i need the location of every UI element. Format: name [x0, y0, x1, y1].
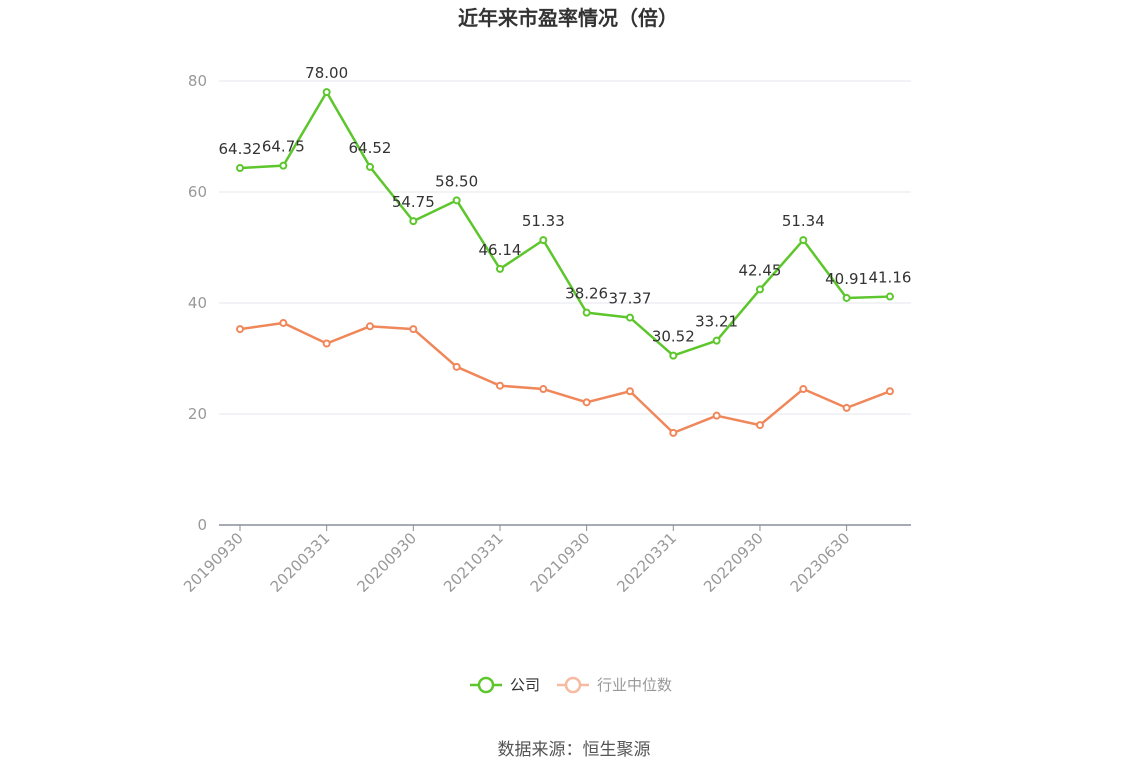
data-label: 42.45	[738, 261, 781, 279]
data-point-0[interactable]	[669, 351, 678, 360]
data-label: 64.52	[349, 139, 392, 157]
data-label: 51.33	[522, 212, 565, 230]
series-line-0	[239, 90, 890, 357]
data-label: 51.34	[782, 212, 825, 230]
data-point-0[interactable]	[365, 162, 374, 171]
x-tick-label: 20200331	[267, 529, 334, 596]
y-tick-label: 20	[188, 405, 207, 423]
x-tick-label: 20220331	[613, 529, 680, 596]
data-label: 41.16	[868, 269, 911, 287]
data-point-1[interactable]	[755, 421, 764, 430]
data-point-1[interactable]	[625, 387, 634, 396]
series-line-1	[239, 321, 891, 435]
data-point-1[interactable]	[452, 362, 461, 371]
data-point-1[interactable]	[236, 325, 244, 334]
data-point-1[interactable]	[712, 411, 721, 420]
data-point-0[interactable]	[452, 196, 461, 205]
grid-lines	[219, 80, 911, 415]
chart-title: 近年来市盈率情况（倍）	[458, 6, 678, 30]
data-point-1[interactable]	[885, 387, 894, 396]
x-tick-label: 20210331	[440, 529, 507, 596]
data-point-0[interactable]	[322, 88, 331, 97]
data-point-0[interactable]	[625, 313, 634, 322]
legend: 公司 行业中位数	[470, 676, 672, 694]
data-point-0[interactable]	[712, 336, 721, 345]
data-point-0[interactable]	[236, 164, 244, 173]
legend-item-company[interactable]: 公司	[470, 676, 540, 694]
data-point-1[interactable]	[842, 403, 851, 412]
legend-company-label: 公司	[510, 676, 540, 694]
data-point-0[interactable]	[582, 308, 591, 317]
data-label: 30.52	[652, 328, 695, 346]
data-point-1[interactable]	[365, 322, 374, 331]
x-tick-label: 20220930	[700, 529, 767, 596]
y-tick-label: 80	[188, 72, 207, 90]
data-point-0[interactable]	[409, 217, 418, 226]
data-label: 64.32	[219, 140, 262, 158]
x-tick-label: 20210930	[527, 529, 594, 596]
data-point-1[interactable]	[799, 385, 808, 394]
data-point-0[interactable]	[495, 264, 504, 273]
legend-company-marker	[477, 676, 495, 694]
x-axis: 20190930 20200331 20200930 20210331 20210930…	[180, 524, 911, 596]
legend-industry-marker	[564, 676, 582, 694]
data-label: 38.26	[565, 285, 608, 303]
data-label: 33.21	[695, 313, 738, 331]
data-label: 37.37	[608, 290, 651, 308]
data-source: 数据来源：恒生聚源	[498, 740, 651, 760]
data-label: 78.00	[305, 64, 348, 82]
data-point-0[interactable]	[279, 161, 288, 170]
data-point-0[interactable]	[799, 236, 808, 245]
data-point-1[interactable]	[539, 385, 548, 394]
data-point-1[interactable]	[495, 381, 504, 390]
y-tick-label: 40	[188, 294, 207, 312]
x-tick-label: 20230630	[787, 529, 854, 596]
legend-item-industry[interactable]: 行业中位数	[557, 676, 672, 694]
data-point-1[interactable]	[409, 325, 418, 334]
y-tick-label: 0	[197, 516, 207, 534]
data-point-0[interactable]	[539, 236, 548, 245]
data-label: 46.14	[479, 241, 522, 259]
x-tick-label: 20200930	[353, 529, 420, 596]
data-point-0[interactable]	[842, 293, 851, 302]
y-axis: 0 20 40 60 80	[188, 72, 207, 534]
data-label: 64.75	[262, 138, 305, 156]
data-point-0[interactable]	[755, 285, 764, 294]
data-point-1[interactable]	[322, 339, 331, 348]
x-tick-label: 20190930	[180, 529, 247, 596]
series-lines	[236, 88, 894, 437]
data-point-0[interactable]	[885, 292, 894, 301]
data-label: 58.50	[435, 172, 478, 190]
data-label: 40.91	[825, 270, 868, 288]
y-tick-label: 60	[188, 183, 207, 201]
data-point-1[interactable]	[669, 428, 678, 437]
data-label: 54.75	[392, 193, 435, 211]
data-point-1[interactable]	[582, 398, 591, 407]
legend-industry-label: 行业中位数	[597, 676, 672, 694]
data-point-1[interactable]	[279, 318, 288, 327]
